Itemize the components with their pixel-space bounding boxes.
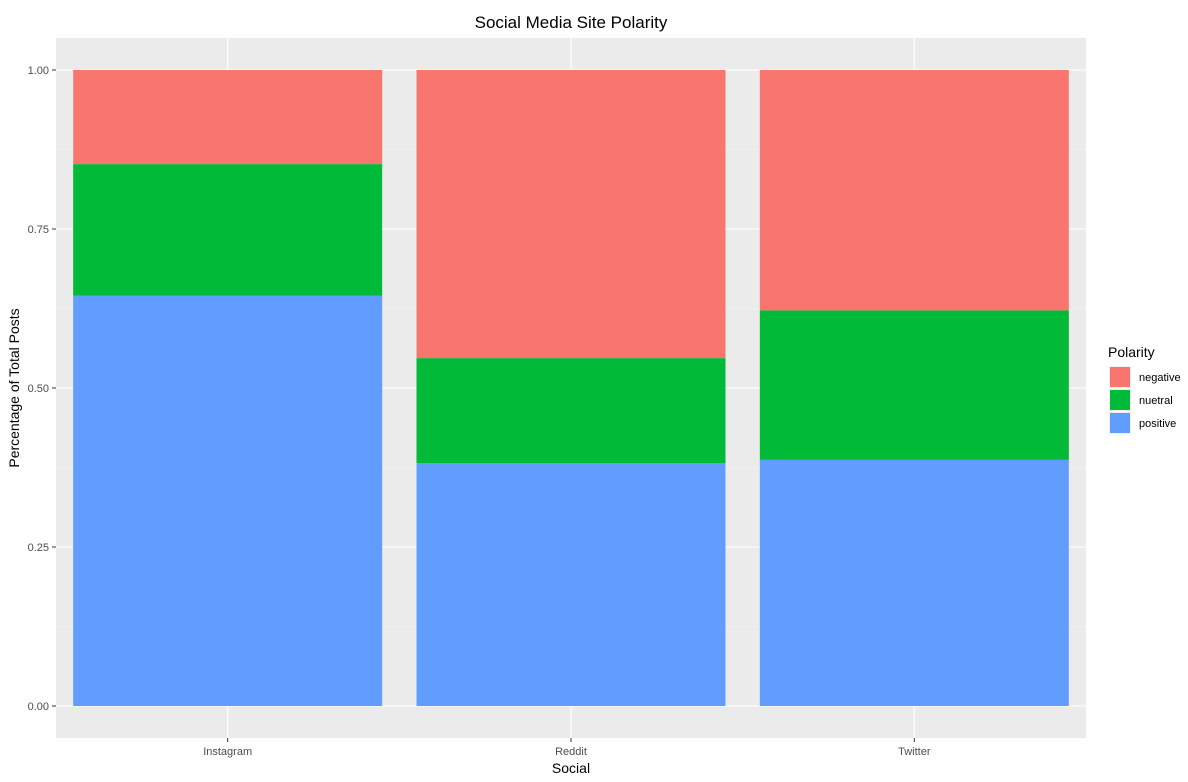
- legend-label-negative: negative: [1139, 372, 1181, 384]
- y-tick-label: 0.25: [28, 542, 49, 554]
- bar-positive-twitter: [759, 459, 1069, 706]
- bar-nuetral-reddit: [416, 358, 726, 464]
- bar-positive-reddit: [416, 463, 726, 706]
- y-tick-label: 0.75: [28, 224, 49, 236]
- chart-title: Social Media Site Polarity: [475, 13, 668, 32]
- legend-label-positive: positive: [1139, 418, 1176, 430]
- legend-label-nuetral: nuetral: [1139, 395, 1173, 407]
- x-axis: Instagram Reddit Twitter: [203, 738, 931, 758]
- y-tick-label: 0.50: [28, 383, 49, 395]
- y-tick-label: 1.00: [28, 65, 49, 77]
- y-axis: 0.00 0.25 0.50 0.75 1.00: [28, 65, 56, 713]
- legend-swatch-negative: [1110, 367, 1130, 387]
- bar-negative-instagram: [73, 70, 383, 165]
- legend-title: Polarity: [1108, 344, 1155, 360]
- x-axis-title: Social: [552, 760, 590, 776]
- x-tick-label: Reddit: [555, 746, 587, 758]
- legend-swatch-positive: [1110, 413, 1130, 433]
- bar-nuetral-twitter: [759, 310, 1069, 460]
- bar-positive-instagram: [73, 295, 383, 706]
- bar-negative-twitter: [759, 70, 1069, 311]
- y-axis-title: Percentage of Total Posts: [6, 308, 22, 467]
- x-tick-label: Twitter: [898, 746, 931, 758]
- bars: [73, 70, 1069, 706]
- y-tick-label: 0.00: [28, 701, 49, 713]
- bar-negative-reddit: [416, 70, 726, 359]
- x-tick-label: Instagram: [203, 746, 252, 758]
- legend-swatch-nuetral: [1110, 390, 1130, 410]
- legend: Polarity negative nuetral positive: [1108, 344, 1181, 434]
- bar-nuetral-instagram: [73, 164, 383, 296]
